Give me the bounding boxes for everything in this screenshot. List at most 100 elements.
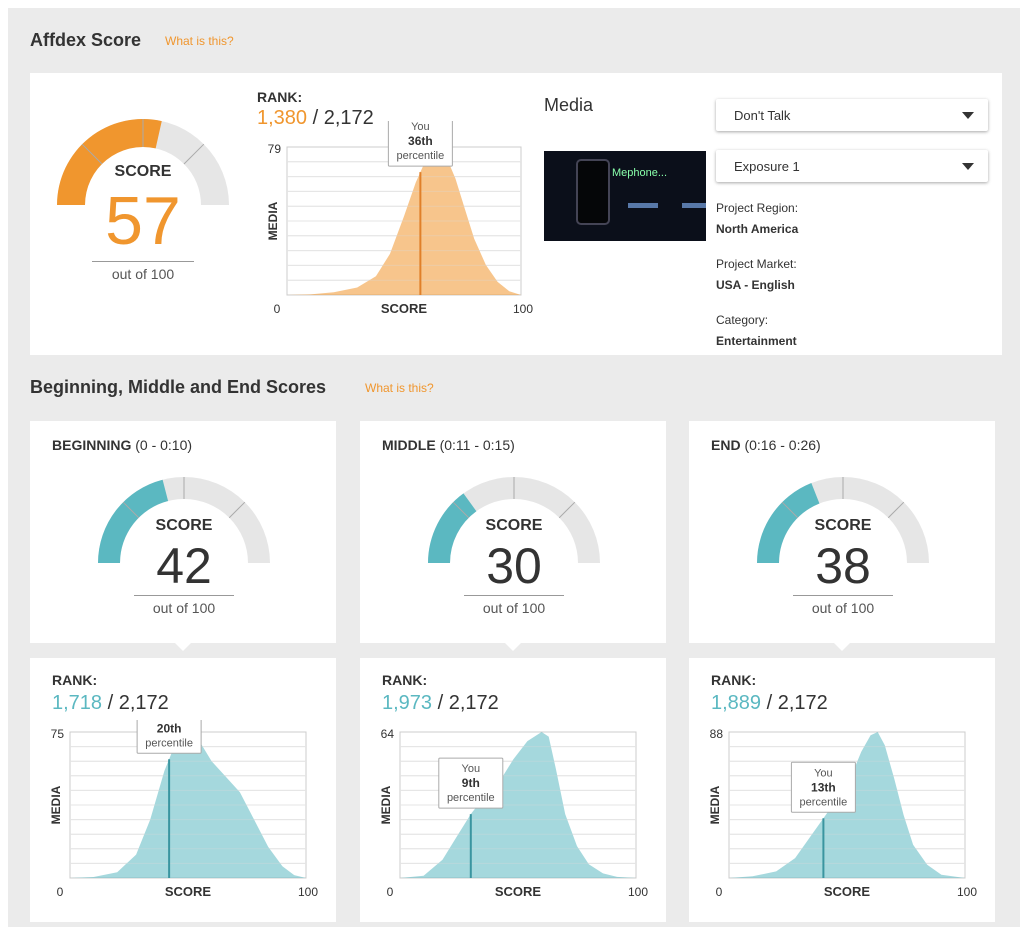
- gauge-tick: [887, 501, 905, 519]
- y-max-tick: 75: [51, 727, 65, 741]
- segment-out-of: out of 100: [134, 595, 234, 616]
- x-max-tick: 100: [298, 885, 318, 899]
- affdex-rank-label: RANK:: [257, 89, 303, 105]
- segment-range: (0:16 - 0:26): [744, 437, 821, 453]
- thumbnail-text: Mephone...: [612, 167, 668, 179]
- segment-range: (0:11 - 0:15): [439, 437, 515, 453]
- segment-rank-value: 1,973: [382, 692, 433, 714]
- x-axis-label: SCORE: [824, 884, 871, 899]
- x-min-tick: 0: [274, 302, 281, 316]
- segment-title: MIDDLE (0:11 - 0:15): [382, 437, 515, 453]
- segment-name: END: [711, 437, 741, 453]
- x-axis-label: SCORE: [495, 884, 542, 899]
- affdex-rank-total: / 2,172: [312, 107, 374, 129]
- percentile-tooltip: [438, 757, 504, 809]
- segment-rank-total: / 2,172: [766, 692, 828, 714]
- segment-score-label: SCORE: [485, 517, 543, 534]
- segment-gauge-arc: [428, 477, 600, 563]
- gauge-fill: [98, 479, 169, 563]
- distribution-area: [287, 147, 521, 295]
- media-thumbnail[interactable]: Mephone...: [544, 151, 706, 241]
- percentile-tooltip: [136, 720, 202, 754]
- x-max-tick: 100: [513, 302, 533, 316]
- thumbnail-bar: [628, 203, 658, 208]
- distribution-area: [400, 732, 636, 878]
- gauge-track: [428, 477, 600, 563]
- x-min-tick: 0: [387, 885, 394, 899]
- tooltip-you-text: You: [814, 767, 833, 779]
- page-background: Affdex Score What is this? SCORE 57 out …: [8, 8, 1020, 927]
- tooltip-percentile-label: percentile: [145, 737, 193, 749]
- gauge-tick: [781, 501, 799, 519]
- segment-score-value: 38: [815, 538, 871, 594]
- segment-score-value: 30: [486, 538, 542, 594]
- y-axis-label: MEDIA: [49, 785, 63, 824]
- segment-distribution-chart: You20thpercentile75MEDIA0100SCORE: [49, 720, 318, 899]
- gauge-fill: [757, 483, 820, 563]
- exposure-dropdown-value: Exposure 1: [734, 158, 800, 174]
- phone-image: [576, 159, 610, 225]
- gauge-tick: [81, 143, 103, 165]
- affdex-gauge-arc: [57, 118, 229, 205]
- affdex-score-value: 57: [105, 183, 181, 259]
- media-label: Media: [544, 95, 594, 115]
- affdex-card: SCORE 57 out of 100 RANK: 1,380 / 2,172 …: [30, 73, 1002, 355]
- segment-out-of: out of 100: [793, 595, 893, 616]
- segment-rank-card-beginning: RANK: 1,718 / 2,172 You20thpercentile75M…: [30, 658, 336, 922]
- card-pointer: [505, 643, 521, 651]
- project-region-label: Project Region:: [716, 201, 799, 215]
- segment-rank-label: RANK:: [52, 672, 98, 688]
- segment-gauge: SCORE 42 out of 100: [94, 473, 274, 623]
- thumbnail-bar: [682, 203, 706, 208]
- segment-out-of: out of 100: [464, 595, 564, 616]
- affdex-help-link[interactable]: What is this?: [165, 34, 234, 48]
- tooltip-you-text: You: [462, 763, 481, 775]
- segment-range: (0 - 0:10): [135, 437, 193, 453]
- affdex-score-label: SCORE: [114, 163, 172, 180]
- bme-help-link[interactable]: What is this?: [365, 381, 434, 395]
- segment-rank-line: 1,718 / 2,172: [52, 692, 169, 715]
- segment-title: BEGINNING (0 - 0:10): [52, 437, 192, 453]
- segment-rank-label: RANK:: [711, 672, 757, 688]
- tooltip-you-text: You: [411, 121, 430, 133]
- y-max-tick: 64: [381, 727, 395, 741]
- segment-rank-label: RANK:: [382, 672, 428, 688]
- affdex-out-of: out of 100: [92, 261, 194, 282]
- bme-title: Beginning, Middle and End Scores: [30, 377, 327, 397]
- affdex-gauge: SCORE 57 out of 100: [50, 111, 236, 301]
- segment-rank-line: 1,973 / 2,172: [382, 692, 499, 715]
- segment-gauge-arc: [757, 477, 929, 563]
- gauge-fill: [428, 493, 477, 563]
- version-dropdown[interactable]: Don't Talk: [716, 99, 988, 131]
- gauge-tick: [558, 501, 576, 519]
- category-label: Category:: [716, 313, 769, 327]
- segment-rank-line: 1,889 / 2,172: [711, 692, 828, 715]
- segment-score-label: SCORE: [814, 517, 872, 534]
- y-max-tick: 79: [268, 142, 282, 156]
- affdex-rank-value: 1,380: [257, 107, 308, 129]
- percentile-tooltip: [790, 761, 856, 813]
- y-axis-label: MEDIA: [266, 201, 280, 240]
- x-max-tick: 100: [628, 885, 648, 899]
- tooltip-percentile-label: percentile: [800, 796, 848, 808]
- tooltip-percentile: 13th: [811, 780, 836, 794]
- chevron-down-icon: [962, 163, 974, 170]
- gauge-tick: [183, 143, 205, 165]
- gauge-tick: [452, 501, 470, 519]
- segment-score-card-middle: MIDDLE (0:11 - 0:15) SCORE 30 out of 100: [360, 421, 666, 651]
- exposure-dropdown[interactable]: Exposure 1: [716, 150, 988, 182]
- project-market-value: USA - English: [716, 278, 795, 292]
- x-min-tick: 0: [716, 885, 723, 899]
- gauge-tick: [122, 501, 140, 519]
- segment-score-card-beginning: BEGINNING (0 - 0:10) SCORE 42 out of 100: [30, 421, 336, 651]
- y-axis-label: MEDIA: [379, 785, 393, 824]
- distribution-area: [70, 732, 306, 878]
- tooltip-percentile-label: percentile: [447, 792, 495, 804]
- segment-title: END (0:16 - 0:26): [711, 437, 821, 453]
- segment-score-card-end: END (0:16 - 0:26) SCORE 38 out of 100: [689, 421, 995, 651]
- x-axis-label: SCORE: [381, 301, 428, 316]
- tooltip-percentile: 36th: [408, 134, 433, 148]
